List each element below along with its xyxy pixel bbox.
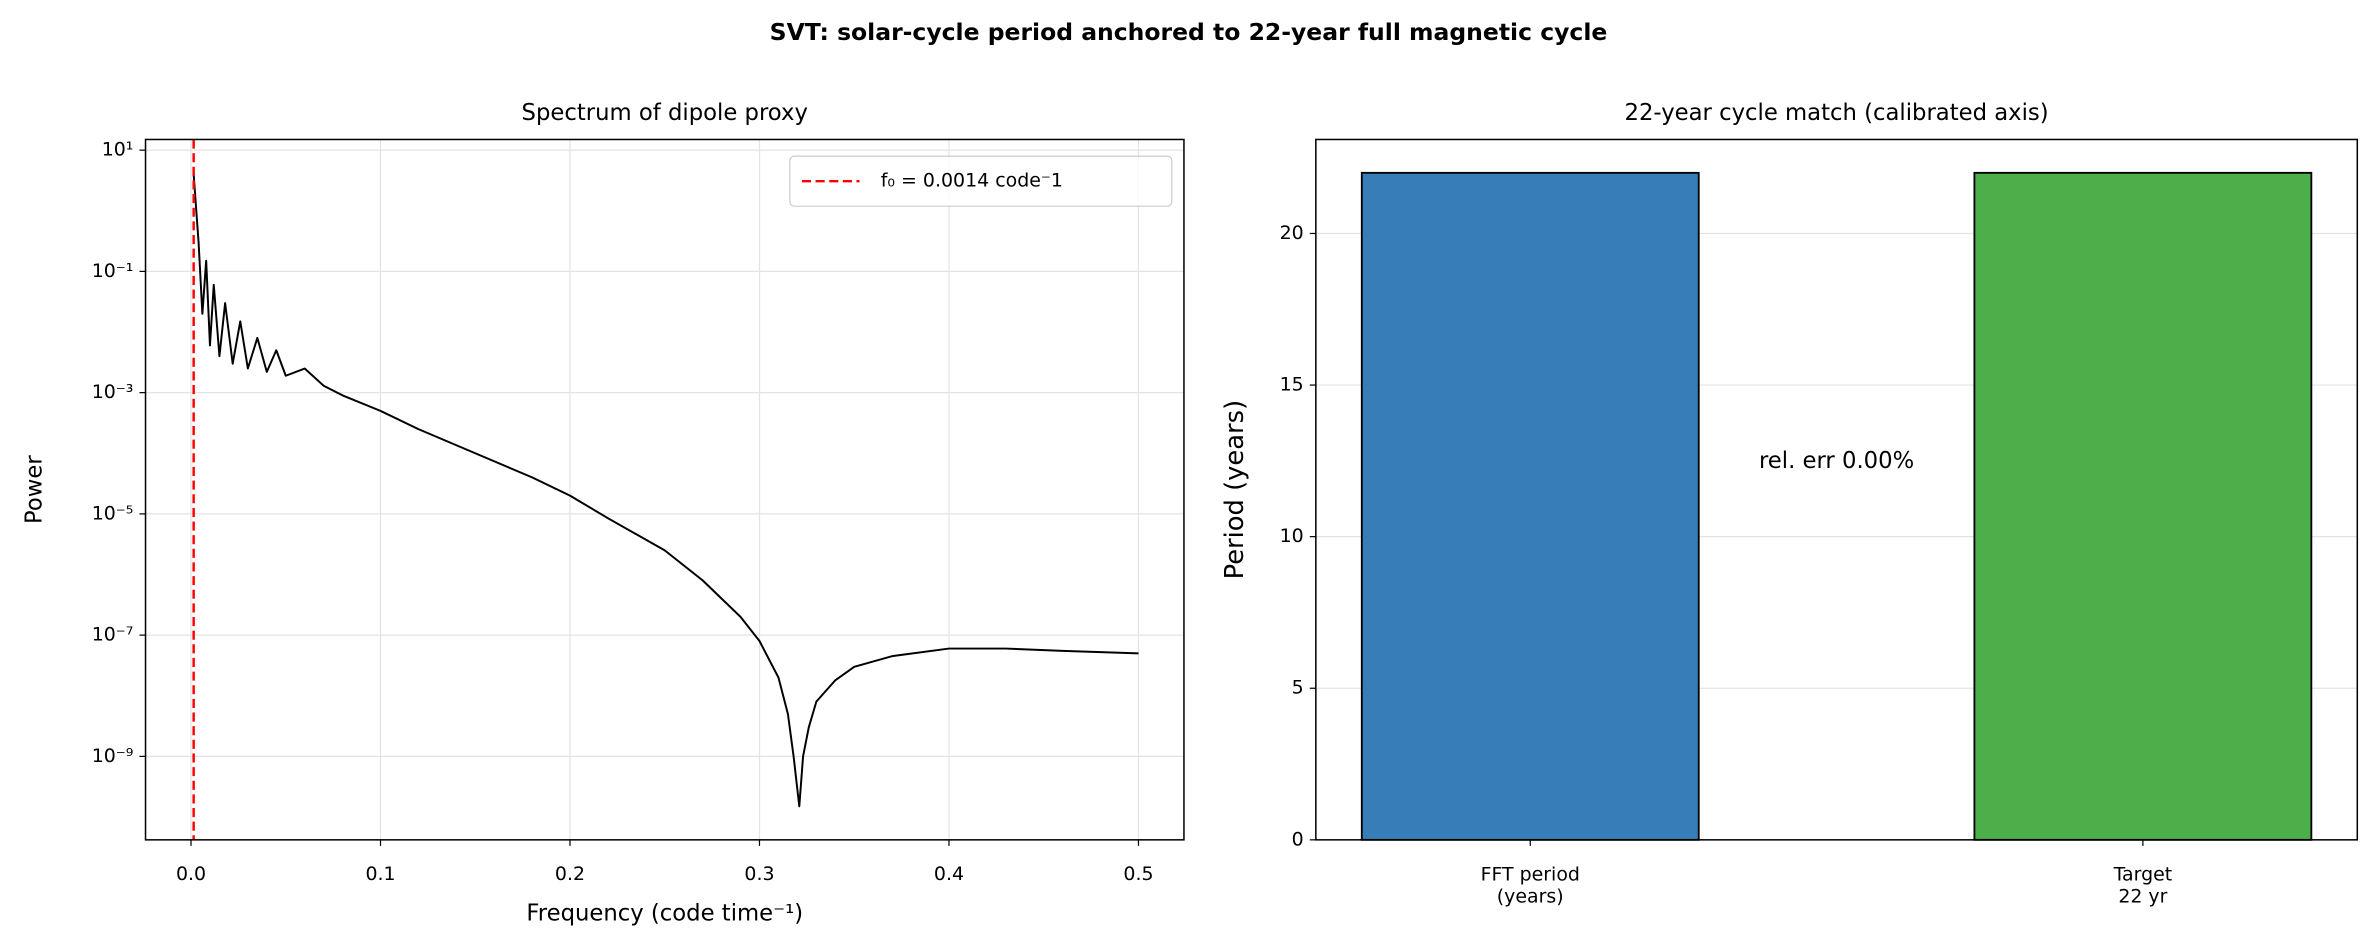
y-tick-label: 10⁻¹	[92, 260, 134, 282]
bar	[1360, 171, 1700, 841]
axes-frame	[1315, 138, 2359, 841]
annotation: rel. err 0.00%	[1759, 448, 1914, 474]
x-tick-label: FFT period (years)	[1481, 863, 1580, 907]
y-tick-label: 10¹	[102, 139, 134, 161]
axes-frame	[144, 138, 1185, 841]
y-tick-label: 10	[1280, 525, 1304, 547]
y-tick-label: 15	[1280, 374, 1304, 396]
legend-box	[789, 155, 1173, 207]
y-tick-label: 10⁻³	[92, 381, 134, 403]
x-tick-label: 0.3	[744, 863, 774, 885]
x-tick-label: 0.0	[176, 863, 206, 885]
legend-label: f₀ = 0.0014 code⁻1	[881, 170, 1063, 192]
bar	[1973, 171, 2313, 841]
y-tick-label: 10⁻⁹	[92, 745, 134, 767]
y-tick-label: 10⁻⁷	[92, 624, 134, 646]
y-tick-label: 5	[1292, 677, 1304, 699]
y-tick-label: 0	[1292, 828, 1304, 850]
x-tick-label: 0.5	[1123, 863, 1153, 885]
x-tick-label: 0.4	[934, 863, 964, 885]
y-tick-label: 10⁻⁵	[92, 502, 134, 524]
subplot-title: Spectrum of dipole proxy	[522, 100, 808, 126]
x-tick-label: Target 22 yr	[2113, 863, 2173, 907]
y-axis-label: Power	[21, 455, 47, 524]
subplot-title: 22-year cycle match (calibrated axis)	[1625, 100, 2049, 126]
y-axis-label: Period (years)	[1220, 400, 1250, 580]
spectrum-line	[192, 174, 1139, 808]
x-tick-label: 0.1	[365, 863, 395, 885]
x-axis-label: Frequency (code time⁻¹)	[526, 901, 803, 927]
figure-title: SVT: solar-cycle period anchored to 22-y…	[770, 18, 1608, 46]
x-tick-label: 0.2	[555, 863, 585, 885]
y-tick-label: 20	[1280, 222, 1304, 244]
